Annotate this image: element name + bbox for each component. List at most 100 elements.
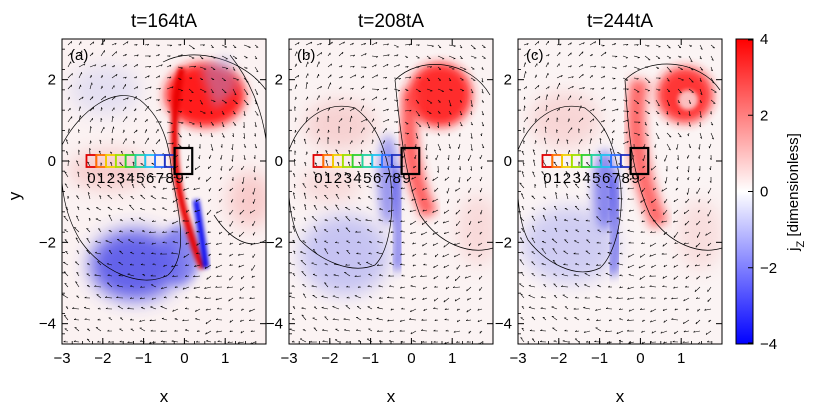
velocity-arrow — [437, 121, 439, 128]
velocity-arrow — [324, 171, 329, 178]
velocity-arrowhead — [351, 87, 354, 90]
velocity-arrow — [393, 77, 401, 79]
velocity-arrowhead — [379, 340, 382, 342]
velocity-arrow — [655, 55, 661, 59]
velocity-arrow — [532, 225, 536, 233]
velocity-arrowhead — [163, 275, 166, 277]
velocity-arrow — [609, 148, 613, 156]
velocity-arrow — [84, 319, 91, 321]
velocity-arrowhead — [421, 329, 424, 331]
velocity-arrowhead — [376, 197, 379, 200]
velocity-arrow — [172, 220, 179, 225]
velocity-arrow — [459, 77, 464, 81]
velocity-arrowhead — [170, 122, 173, 125]
velocity-arrow — [633, 110, 639, 114]
velocity-arrowhead — [641, 341, 644, 344]
velocity-arrowhead — [215, 266, 218, 269]
velocity-arrowhead — [396, 100, 399, 102]
velocity-arrow — [616, 187, 624, 189]
velocity-arrowhead — [411, 276, 413, 279]
velocity-arrowhead — [193, 188, 196, 190]
velocity-arrowhead — [195, 296, 198, 298]
velocity-arrow — [149, 175, 157, 178]
velocity-arrowhead — [673, 199, 676, 203]
velocity-arrow — [254, 165, 256, 173]
velocity-arrowhead — [347, 161, 350, 164]
velocity-arrowhead — [119, 340, 122, 343]
velocity-arrowhead — [86, 183, 89, 186]
velocity-arrow — [78, 41, 82, 46]
velocity-arrowhead — [123, 129, 125, 132]
velocity-arrow — [426, 110, 432, 114]
velocity-arrow — [253, 231, 256, 236]
velocity-arrowhead — [449, 79, 452, 81]
velocity-arrowhead — [455, 232, 457, 235]
velocity-arrowhead — [345, 340, 348, 343]
velocity-arrow — [628, 253, 635, 258]
velocity-arrow — [619, 318, 624, 321]
velocity-arrowhead — [233, 113, 236, 115]
velocity-arrow — [206, 275, 212, 280]
velocity-arrowhead — [687, 177, 689, 181]
velocity-arrowhead — [152, 149, 155, 152]
y-tick-label: 2 — [275, 72, 283, 89]
velocity-arrow — [208, 187, 212, 192]
velocity-arrowhead — [256, 93, 259, 95]
velocity-arrowhead — [697, 309, 699, 312]
velocity-arrow — [73, 341, 80, 343]
velocity-arrow — [335, 204, 340, 211]
velocity-arrow — [130, 297, 135, 299]
velocity-arrow — [673, 286, 679, 289]
velocity-arrowhead — [705, 332, 708, 335]
velocity-arrow — [96, 294, 102, 299]
velocity-arrow — [608, 297, 613, 299]
velocity-arrow — [697, 231, 701, 238]
velocity-arrowhead — [220, 157, 222, 160]
velocity-arrow — [155, 129, 159, 134]
velocity-arrow — [119, 250, 124, 255]
velocity-arrowhead — [662, 244, 664, 247]
velocity-arrow — [140, 194, 146, 200]
velocity-arrowhead — [127, 273, 130, 275]
velocity-arrow — [541, 263, 547, 266]
velocity-arrow — [152, 220, 157, 223]
velocity-arrowhead — [363, 98, 365, 101]
velocity-arrow — [627, 297, 635, 300]
velocity-arrow — [400, 286, 406, 289]
velocity-arrow — [567, 65, 572, 68]
velocity-arrow — [458, 176, 461, 183]
box-number: 7 — [383, 170, 391, 187]
velocity-arrowhead — [198, 146, 201, 149]
velocity-arrowhead — [185, 197, 188, 200]
velocity-arrow — [447, 198, 450, 204]
velocity-arrowhead — [432, 178, 434, 181]
velocity-arrow — [133, 63, 138, 68]
velocity-arrowhead — [406, 99, 409, 101]
velocity-arrow — [152, 208, 157, 211]
velocity-arrowhead — [196, 243, 198, 246]
velocity-arrow — [575, 330, 580, 332]
velocity-arrow — [453, 242, 461, 246]
velocity-arrowhead — [410, 284, 413, 287]
velocity-arrow — [138, 217, 146, 222]
velocity-arrow — [249, 209, 256, 214]
velocity-arrowhead — [546, 149, 548, 152]
velocity-arrowhead — [211, 91, 214, 94]
velocity-arrowhead — [649, 254, 652, 257]
velocity-arrowhead — [357, 170, 360, 173]
y-axis-label: y — [5, 191, 24, 200]
velocity-arrowhead — [342, 97, 344, 100]
velocity-arrow — [666, 66, 672, 73]
velocity-arrowhead — [320, 86, 322, 89]
velocity-arrow — [94, 286, 102, 288]
velocity-arrow — [382, 63, 389, 68]
velocity-arrow — [344, 329, 351, 332]
velocity-arrowhead — [464, 276, 467, 279]
velocity-arrowhead — [194, 167, 197, 170]
velocity-arrowhead — [639, 308, 642, 310]
velocity-arrowhead — [357, 285, 360, 288]
velocity-arrow — [586, 193, 591, 200]
velocity-arrow — [305, 96, 308, 101]
velocity-arrow — [574, 183, 580, 189]
velocity-arrow — [243, 110, 246, 116]
